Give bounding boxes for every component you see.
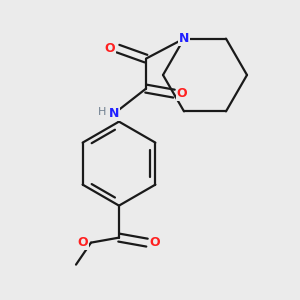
Text: O: O: [78, 236, 88, 249]
Text: N: N: [109, 107, 119, 120]
Text: N: N: [179, 32, 189, 45]
Text: O: O: [105, 42, 115, 55]
Text: O: O: [177, 87, 187, 100]
Text: O: O: [150, 236, 160, 249]
Text: H: H: [98, 106, 106, 117]
